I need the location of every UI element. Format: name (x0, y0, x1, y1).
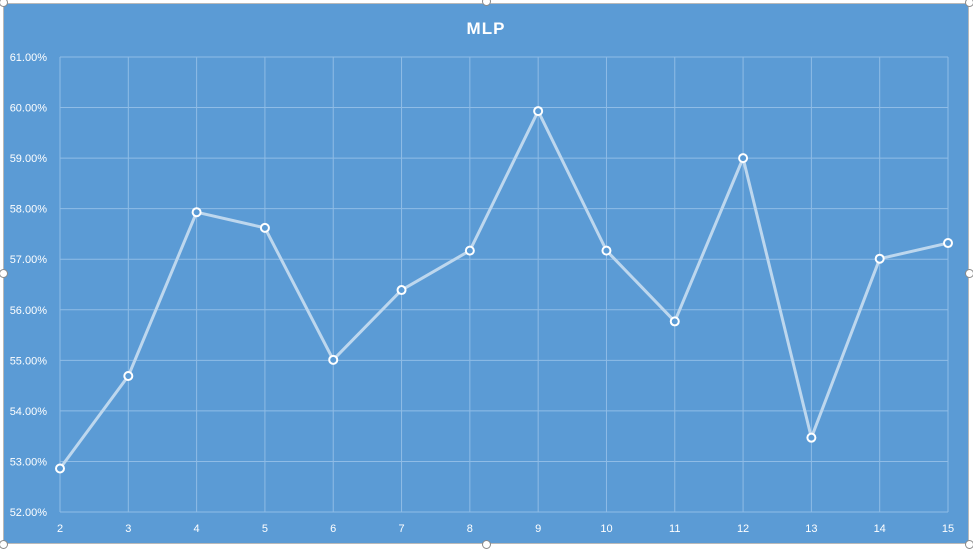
x-tick-label: 10 (600, 523, 612, 535)
series-line (58, 109, 949, 470)
chart-title: MLP (467, 19, 506, 38)
series-mlp (55, 106, 953, 474)
y-tick-label: 57.00% (10, 254, 48, 266)
data-point[interactable] (328, 354, 339, 365)
data-point[interactable] (464, 245, 475, 256)
data-point[interactable] (601, 245, 612, 256)
y-tick-label: 56.00% (10, 305, 48, 317)
x-axis-tick-labels: 2 3 4 5 6 7 8 9 10 11 12 13 14 15 (57, 523, 954, 535)
data-point[interactable] (396, 285, 407, 296)
resize-handle-top-left[interactable] (0, 0, 8, 7)
data-point[interactable] (123, 371, 134, 382)
x-tick-label: 2 (57, 523, 63, 535)
x-tick-label: 15 (942, 523, 954, 535)
x-tick-label: 6 (330, 523, 336, 535)
y-axis-tick-labels: 52.00% 53.00% 54.00% 55.00% 56.00% 57.00% 58.0… (10, 52, 48, 519)
resize-handle-top-right[interactable] (965, 0, 973, 7)
resize-handle-middle-right[interactable] (965, 269, 973, 278)
x-tick-label: 11 (669, 523, 680, 535)
x-tick-label: 13 (805, 523, 817, 535)
gridlines (59, 56, 949, 513)
y-tick-label: 59.00% (10, 153, 48, 165)
y-tick-label: 55.00% (10, 355, 48, 367)
data-point[interactable] (943, 238, 953, 249)
data-point[interactable] (874, 253, 885, 264)
y-tick-label: 52.00% (10, 507, 48, 519)
x-tick-label: 14 (874, 523, 886, 535)
x-tick-label: 5 (262, 523, 268, 535)
data-point[interactable] (259, 222, 270, 233)
data-point[interactable] (738, 153, 749, 164)
x-tick-label: 7 (398, 523, 404, 535)
data-point[interactable] (806, 432, 817, 443)
y-tick-label: 61.00% (10, 52, 48, 64)
x-tick-label: 4 (194, 523, 200, 535)
x-tick-label: 8 (467, 523, 473, 535)
chart-area[interactable] (3, 3, 969, 544)
x-tick-label: 12 (737, 523, 749, 535)
y-tick-label: 54.00% (10, 406, 48, 418)
y-tick-label: 60.00% (10, 103, 48, 115)
data-point[interactable] (55, 463, 65, 474)
x-tick-label: 9 (535, 523, 541, 535)
y-tick-label: 53.00% (10, 456, 48, 468)
resize-handle-bottom-left[interactable] (0, 540, 8, 549)
y-tick-label: 58.00% (10, 204, 48, 216)
x-tick-label: 3 (125, 523, 131, 535)
resize-handle-bottom-center[interactable] (482, 540, 491, 549)
data-point[interactable] (533, 106, 544, 117)
data-point[interactable] (191, 207, 202, 218)
data-point[interactable] (669, 316, 680, 327)
resize-handle-bottom-right[interactable] (965, 540, 973, 549)
resize-handle-middle-left[interactable] (0, 269, 8, 278)
resize-handle-top-center[interactable] (482, 0, 491, 6)
